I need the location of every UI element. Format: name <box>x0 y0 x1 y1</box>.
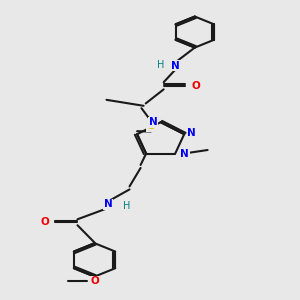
Text: S: S <box>147 121 154 131</box>
Text: N: N <box>171 61 180 71</box>
Text: N: N <box>104 199 112 209</box>
Text: N: N <box>148 117 158 127</box>
Text: O: O <box>192 81 200 91</box>
Text: O: O <box>41 217 50 227</box>
Text: N: N <box>180 148 189 159</box>
Text: H: H <box>123 201 130 211</box>
Text: O: O <box>90 276 99 286</box>
Text: N: N <box>188 128 196 138</box>
Text: H: H <box>158 60 165 70</box>
